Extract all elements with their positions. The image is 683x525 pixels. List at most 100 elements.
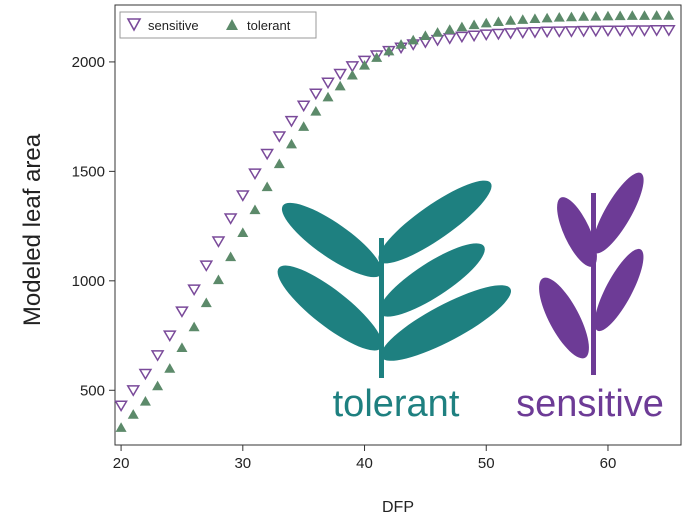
data-point-tolerant <box>553 12 565 22</box>
data-point-sensitive <box>637 25 652 37</box>
data-point-sensitive <box>662 25 676 37</box>
data-point-sensitive <box>126 385 141 397</box>
data-point-tolerant <box>590 10 602 21</box>
series-tolerant <box>115 10 675 432</box>
data-point-sensitive <box>248 168 262 180</box>
legend-box <box>119 11 317 39</box>
data-point-sensitive <box>552 26 567 38</box>
data-point-sensitive <box>162 330 177 342</box>
data-point-tolerant <box>638 10 650 20</box>
tolerant-leaf <box>281 202 383 278</box>
data-point-tolerant <box>444 24 456 34</box>
tolerant-label: tolerant <box>333 383 460 425</box>
data-point-tolerant <box>212 274 224 285</box>
series-layer <box>114 10 676 432</box>
data-point-tolerant <box>115 422 127 432</box>
data-point-sensitive <box>479 29 494 41</box>
y-tick-label: 2000 <box>72 54 105 71</box>
sensitive-plant-icon <box>539 172 644 375</box>
sensitive-leaf <box>557 197 597 267</box>
legend-marker-sensitive <box>126 18 142 32</box>
data-point-tolerant <box>285 138 297 149</box>
data-point-tolerant <box>164 363 176 373</box>
data-point-sensitive <box>272 131 287 143</box>
data-point-tolerant <box>578 11 590 21</box>
tolerant-leaf <box>379 243 485 317</box>
data-point-sensitive <box>284 115 299 128</box>
data-point-sensitive <box>150 350 165 362</box>
data-point-tolerant <box>407 34 419 45</box>
data-point-tolerant <box>468 19 480 30</box>
data-point-sensitive <box>321 77 335 90</box>
data-point-tolerant <box>663 10 675 20</box>
x-axis-title: DFP <box>382 499 414 516</box>
data-point-sensitive <box>235 190 250 202</box>
y-tick-label: 1000 <box>72 273 105 290</box>
sensitive-stem <box>591 193 596 375</box>
sensitive-label: sensitive <box>516 383 664 425</box>
tolerant-plant-icon <box>277 180 512 378</box>
data-point-sensitive <box>223 213 238 225</box>
data-point-sensitive <box>138 368 153 381</box>
data-point-tolerant <box>371 52 383 62</box>
data-point-sensitive <box>540 26 554 39</box>
tolerant-leaf <box>277 265 383 351</box>
plot-frame <box>114 4 682 446</box>
data-point-tolerant <box>480 17 492 28</box>
data-point-sensitive <box>564 26 579 38</box>
data-point-tolerant <box>273 158 285 169</box>
legend-label-sensitive: sensitive <box>148 18 199 33</box>
data-point-tolerant <box>419 30 431 41</box>
x-axis-ticks: 20 30 40 50 60 <box>113 445 617 472</box>
data-point-sensitive <box>187 284 201 297</box>
data-point-tolerant <box>310 105 322 116</box>
data-point-tolerant <box>492 16 504 27</box>
x-tick-label: 50 <box>478 455 495 472</box>
data-point-sensitive <box>601 25 615 38</box>
legend-label-tolerant: tolerant <box>247 18 291 33</box>
x-tick-label: 60 <box>600 455 617 472</box>
data-point-tolerant <box>346 69 358 80</box>
data-point-tolerant <box>152 380 164 391</box>
sensitive-leaf <box>592 172 644 254</box>
data-point-sensitive <box>515 27 530 40</box>
data-point-tolerant <box>626 10 638 20</box>
x-tick-label: 20 <box>113 455 130 472</box>
data-point-sensitive <box>211 236 226 248</box>
data-point-tolerant <box>602 10 614 21</box>
y-axis-ticks: 500 1000 1500 2000 <box>72 54 115 399</box>
data-point-tolerant <box>237 227 249 238</box>
y-tick-label: 1500 <box>72 163 105 180</box>
tolerant-leaf <box>380 285 512 361</box>
data-point-sensitive <box>588 25 603 38</box>
legend: sensitive tolerant <box>119 11 317 39</box>
data-point-sensitive <box>114 400 128 413</box>
data-point-tolerant <box>505 15 517 25</box>
sensitive-leaf <box>594 248 644 332</box>
data-point-tolerant <box>334 80 346 91</box>
data-point-tolerant <box>200 297 212 308</box>
data-point-tolerant <box>249 204 261 215</box>
data-point-sensitive <box>260 148 274 161</box>
data-point-sensitive <box>491 28 506 41</box>
data-point-sensitive <box>175 306 189 318</box>
data-point-sensitive <box>625 25 640 37</box>
data-point-tolerant <box>383 45 395 56</box>
data-point-tolerant <box>359 59 371 70</box>
data-point-tolerant <box>139 395 151 406</box>
data-point-sensitive <box>333 68 347 81</box>
data-point-tolerant <box>541 12 553 23</box>
data-point-tolerant <box>529 13 541 23</box>
data-point-tolerant <box>614 10 626 21</box>
data-point-tolerant <box>517 14 529 24</box>
data-point-tolerant <box>176 342 188 352</box>
tolerant-stem <box>379 238 384 378</box>
data-point-tolerant <box>298 121 310 131</box>
data-point-tolerant <box>395 39 407 49</box>
data-point-sensitive <box>309 88 323 101</box>
data-point-sensitive <box>345 61 360 73</box>
data-point-tolerant <box>261 181 273 192</box>
data-point-tolerant <box>225 251 237 262</box>
data-point-sensitive <box>528 26 542 39</box>
